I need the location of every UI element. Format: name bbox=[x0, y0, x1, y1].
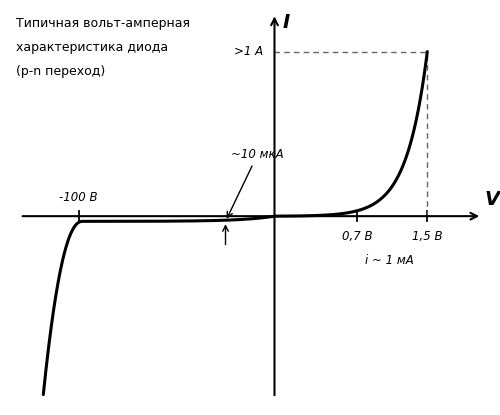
Text: -100 В: -100 В bbox=[60, 191, 98, 204]
Text: 0,7 В: 0,7 В bbox=[342, 230, 372, 243]
Text: i ~ 1 мА: i ~ 1 мА bbox=[364, 254, 414, 267]
Text: Типичная вольт-амперная: Типичная вольт-амперная bbox=[16, 17, 190, 30]
Text: характеристика диода: характеристика диода bbox=[16, 41, 168, 54]
Text: ~10 мкА: ~10 мкА bbox=[228, 148, 284, 217]
Text: (p-n переход): (p-n переход) bbox=[16, 66, 105, 78]
Text: V: V bbox=[484, 190, 499, 209]
Text: I: I bbox=[282, 14, 290, 32]
Text: 1,5 В: 1,5 В bbox=[412, 230, 442, 243]
Text: >1 А: >1 А bbox=[234, 45, 262, 58]
